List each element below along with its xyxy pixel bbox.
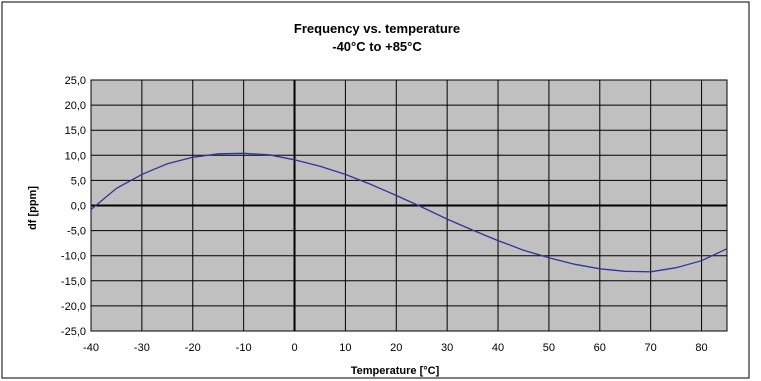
x-tick-label: -10 [236, 342, 252, 354]
x-tick-label: 0 [291, 342, 297, 354]
y-tick-label: 20,0 [65, 100, 86, 112]
x-tick-label: 80 [695, 342, 707, 354]
x-tick-label: 10 [339, 342, 351, 354]
x-tick-label: 60 [594, 342, 606, 354]
chart-subtitle: -40°C to +85°C [332, 39, 422, 54]
x-tick-label: 70 [645, 342, 657, 354]
x-axis-label: Temperature [°C] [351, 365, 440, 377]
plot-area [90, 79, 728, 332]
x-tick-label: 20 [390, 342, 402, 354]
y-tick-label: 0,0 [71, 201, 86, 213]
y-tick-label: -10,0 [61, 251, 86, 263]
y-tick-label: 10,0 [65, 150, 86, 162]
y-tick-label: -5,0 [67, 226, 86, 238]
x-axis-ticks: -40 -30 -20 -10 0 10 20 30 40 50 60 70 80 [83, 342, 708, 354]
x-tick-label: -20 [185, 342, 201, 354]
x-tick-label: -40 [83, 342, 99, 354]
y-tick-label: 25,0 [65, 75, 86, 87]
series-line [90, 152, 728, 273]
chart-title: Frequency vs. temperature [294, 21, 460, 36]
x-tick-label: 50 [543, 342, 555, 354]
x-tick-label: 40 [492, 342, 504, 354]
x-tick-label: 30 [441, 342, 453, 354]
y-tick-label: -15,0 [61, 276, 86, 288]
y-tick-label: -20,0 [61, 301, 86, 313]
x-tick-label: -30 [134, 342, 150, 354]
y-tick-label: 5,0 [71, 175, 86, 187]
y-axis-label: df [ppm] [27, 186, 39, 230]
y-tick-label: 15,0 [65, 125, 86, 137]
y-tick-label: -25,0 [61, 326, 86, 338]
y-axis-ticks: 25,0 20,0 15,0 10,0 5,0 0,0 -5,0 -10,0 -15,0 -20,… [61, 75, 86, 338]
